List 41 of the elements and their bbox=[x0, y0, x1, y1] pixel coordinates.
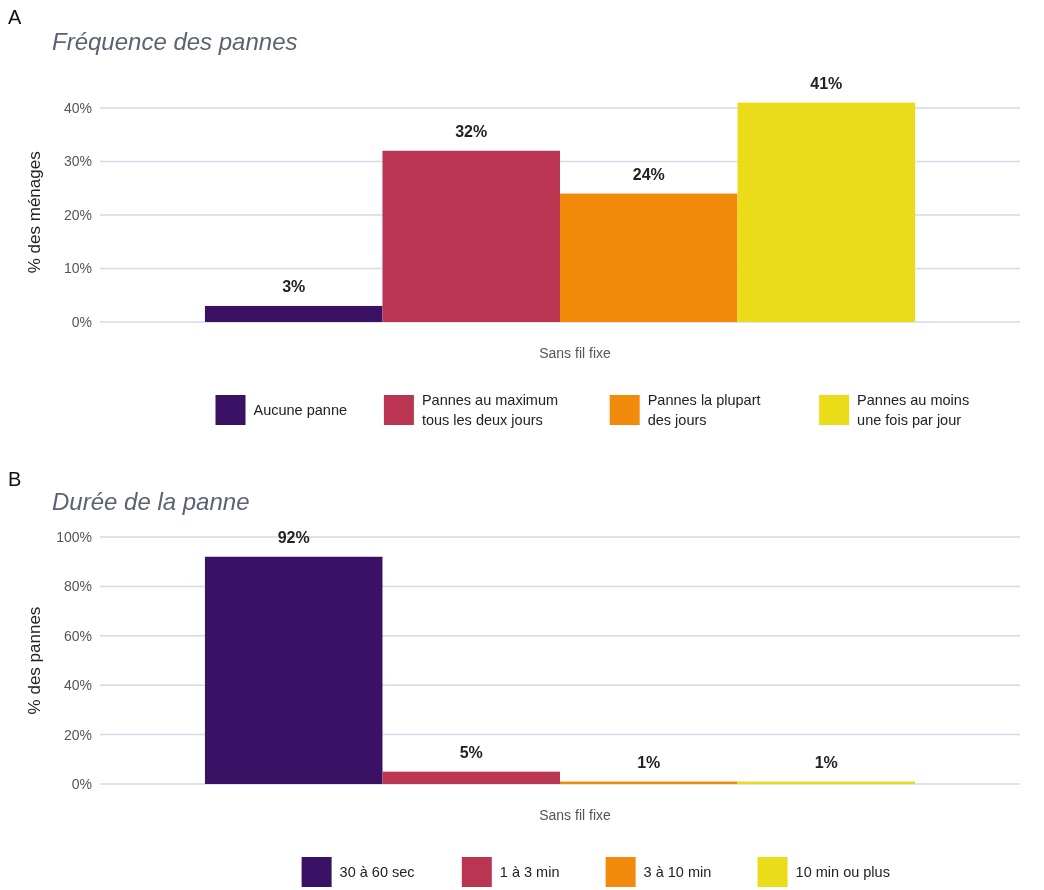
bar bbox=[382, 150, 560, 322]
legend-label: 1 à 3 min bbox=[499, 864, 560, 881]
data-label: 1% bbox=[814, 753, 838, 771]
legend-label: 10 min ou plus bbox=[795, 864, 890, 881]
legend-label: Aucune panne bbox=[253, 402, 348, 419]
data-label: 24% bbox=[632, 165, 665, 183]
legend-label: 3 à 10 min bbox=[643, 864, 712, 881]
text: B bbox=[8, 468, 22, 490]
y-tick-label: 40% bbox=[63, 99, 92, 116]
data-label: 92% bbox=[277, 528, 310, 546]
chart-title: Durée de la panne bbox=[52, 488, 250, 515]
bar bbox=[382, 771, 560, 784]
y-axis-title: % des pannes bbox=[25, 606, 44, 715]
text: A bbox=[8, 6, 22, 28]
y-tick-label: 60% bbox=[63, 627, 92, 644]
y-tick-label: 0% bbox=[71, 313, 92, 330]
chart-title: Fréquence des pannes bbox=[52, 28, 298, 55]
x-tick-label: Sans fil fixe bbox=[539, 807, 611, 823]
y-tick-label: 40% bbox=[63, 677, 92, 694]
data-label: 3% bbox=[282, 277, 306, 295]
data-label: 1% bbox=[637, 753, 661, 771]
legend-label: 30 à 60 sec bbox=[339, 864, 415, 881]
data-label: 5% bbox=[459, 743, 483, 761]
x-tick-label: Sans fil fixe bbox=[539, 345, 611, 361]
bar bbox=[737, 102, 916, 322]
y-tick-label: 20% bbox=[63, 726, 92, 743]
legend-label: Pannes la plupart des jours bbox=[647, 392, 761, 429]
y-tick-label: 10% bbox=[63, 260, 92, 277]
bar bbox=[560, 193, 738, 322]
legend-label: Pannes au maximum tous les deux jours bbox=[421, 392, 559, 429]
y-tick-label: 30% bbox=[63, 153, 92, 170]
data-label: 32% bbox=[455, 122, 488, 140]
y-tick-label: 100% bbox=[56, 528, 92, 545]
legend-label: Pannes au moins une fois par jour bbox=[857, 392, 970, 429]
y-tick-label: 80% bbox=[63, 578, 92, 595]
y-tick-label: 0% bbox=[71, 775, 92, 792]
y-tick-label: 20% bbox=[63, 206, 92, 223]
bar bbox=[204, 556, 383, 784]
y-axis-title: % des ménages bbox=[25, 151, 44, 274]
bar bbox=[204, 305, 383, 322]
data-label: 41% bbox=[810, 74, 843, 92]
